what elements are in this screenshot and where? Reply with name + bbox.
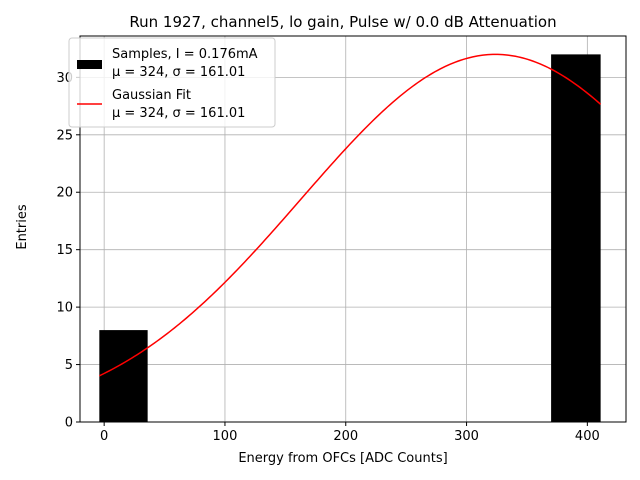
y-tick-label: 0: [65, 416, 73, 431]
grid: [80, 36, 626, 423]
x-axis-label: Energy from OFCs [ADC Counts]: [238, 451, 447, 466]
legend-fit-stats: μ = 324, σ = 161.01: [112, 106, 245, 121]
histogram-bars: [99, 54, 601, 422]
histogram-bar-9: [551, 54, 601, 422]
x-tick-label: 400: [575, 429, 600, 444]
legend-samples-label: Samples, I = 0.176mA: [112, 47, 258, 62]
y-tick-label: 5: [65, 358, 73, 373]
gaussian-fit-curve: [99, 53, 602, 377]
x-axis-ticks: 0 100 200 300 400: [100, 422, 600, 444]
x-tick-label: 300: [454, 429, 479, 444]
legend-fit-label: Gaussian Fit: [112, 88, 191, 103]
legend-samples-swatch: [77, 60, 102, 69]
legend-samples-stats: μ = 324, σ = 161.01: [112, 65, 245, 80]
y-tick-label: 20: [56, 186, 73, 201]
x-tick-label: 0: [100, 429, 108, 444]
histogram-bar-0: [99, 330, 148, 422]
y-axis-label: Entries: [15, 204, 30, 250]
y-tick-label: 15: [56, 243, 73, 258]
y-tick-label: 25: [56, 128, 73, 143]
legend-box: [68, 37, 276, 128]
plot-frame: [79, 35, 627, 423]
fit-curve-group: [99, 53, 602, 377]
x-tick-label: 200: [333, 429, 358, 444]
y-tick-label: 10: [56, 301, 73, 316]
x-tick-label: 100: [213, 429, 238, 444]
legend: Samples, I = 0.176mA μ = 324, σ = 161.01…: [68, 37, 276, 128]
chart-title: Run 1927, channel5, lo gain, Pulse w/ 0.…: [129, 13, 556, 31]
